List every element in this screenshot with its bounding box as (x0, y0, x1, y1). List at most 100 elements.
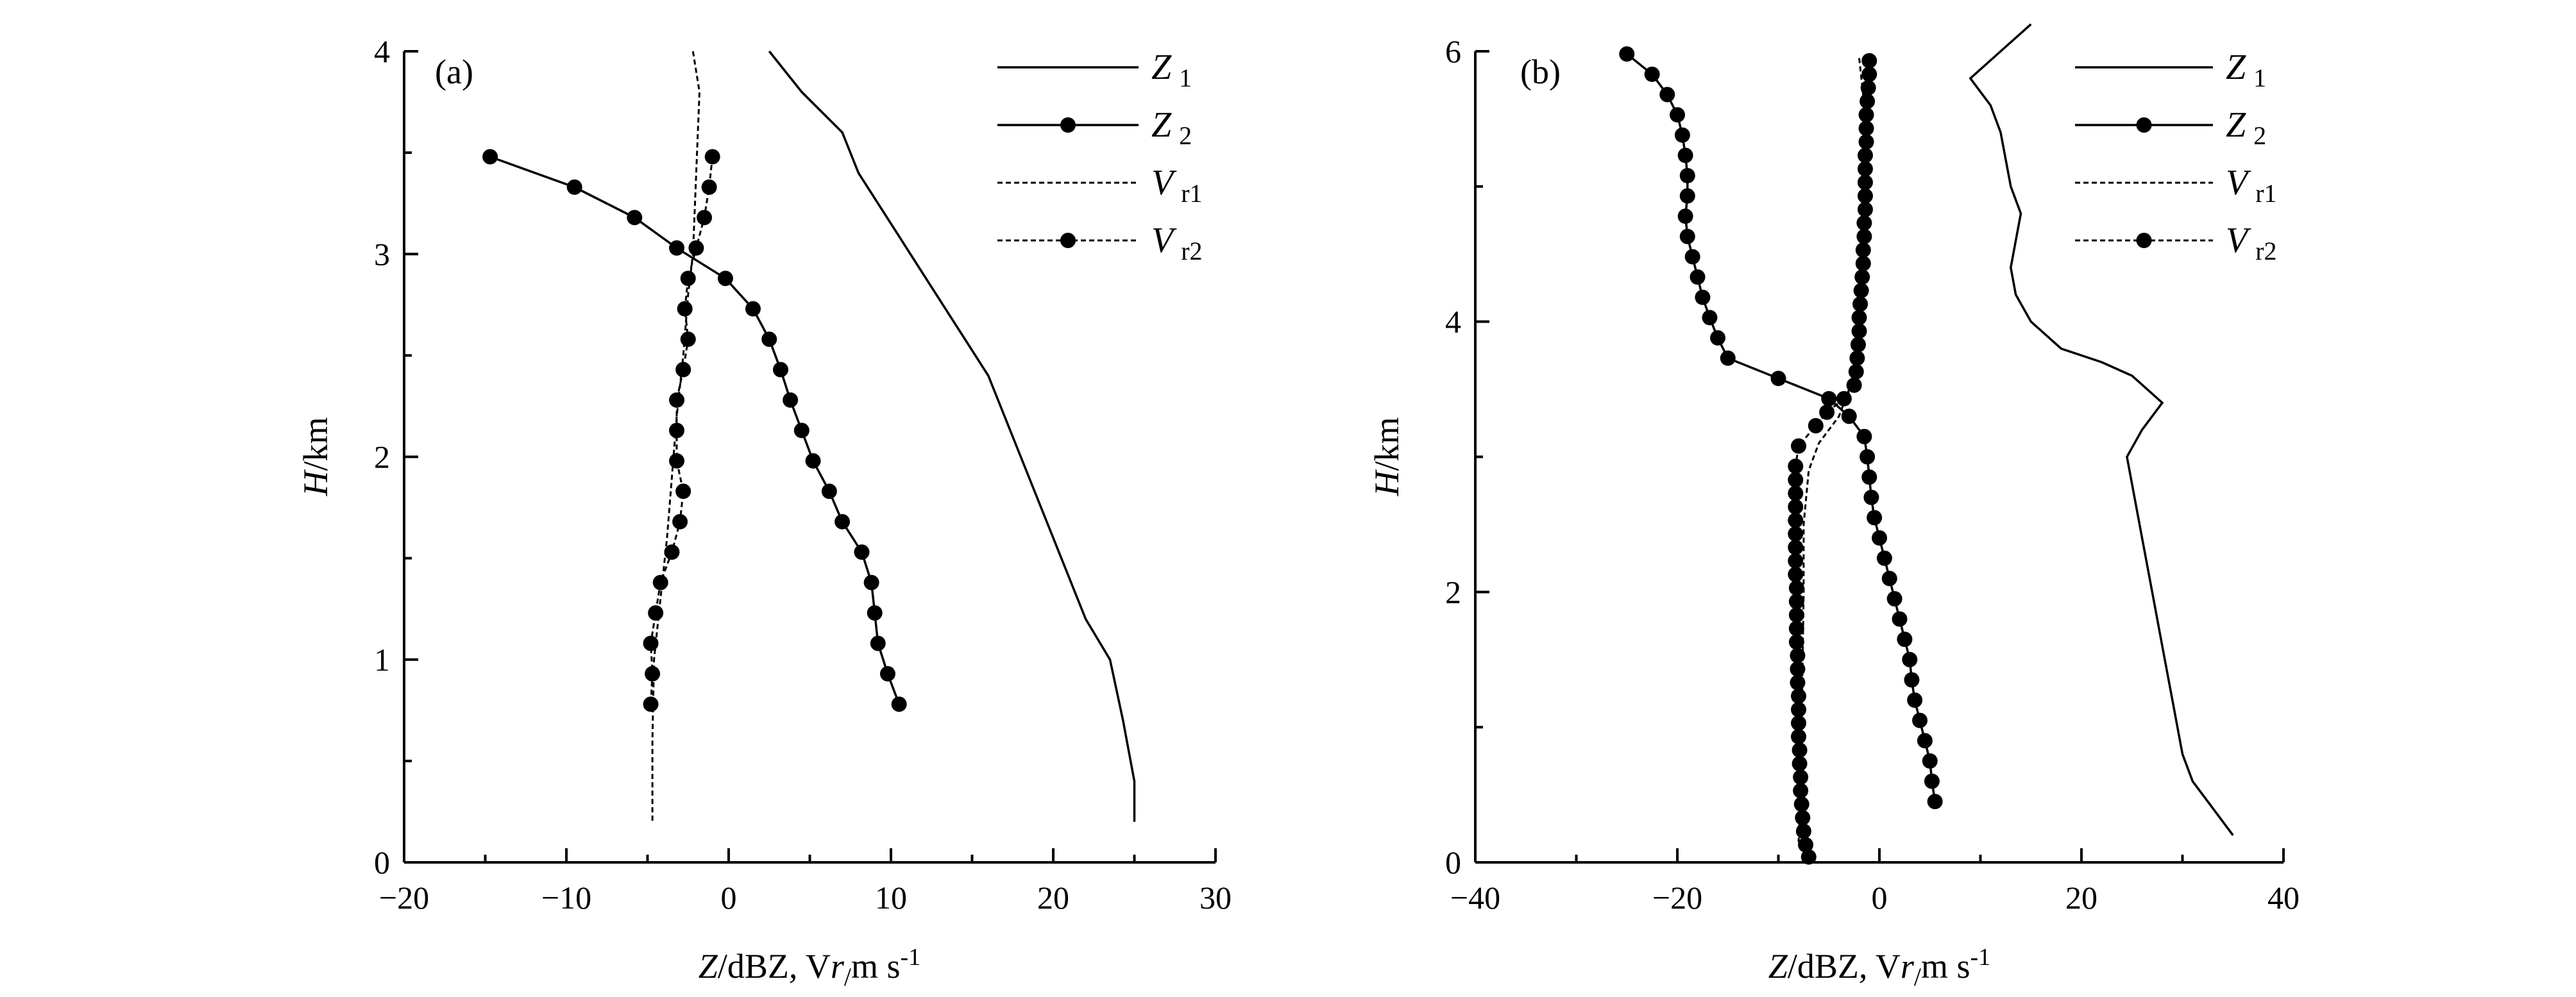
data-point (1857, 201, 1873, 217)
data-point (1857, 174, 1873, 190)
data-point (1679, 167, 1695, 183)
data-point (1790, 674, 1806, 691)
series-z2 (482, 149, 907, 712)
data-point (1857, 147, 1873, 163)
data-point (1881, 571, 1897, 587)
data-point (1856, 215, 1872, 231)
x-tick-label: 0 (1872, 880, 1888, 916)
data-point (1619, 46, 1635, 62)
data-point (1808, 418, 1824, 434)
data-point (879, 666, 895, 682)
data-point (1788, 472, 1804, 488)
data-point (688, 240, 704, 256)
data-point (1788, 594, 1804, 610)
data-point (1788, 580, 1804, 596)
data-point (805, 453, 821, 469)
series-z1 (768, 50, 1136, 822)
data-point (1770, 371, 1786, 387)
y-tick-label: 2 (1445, 574, 1461, 610)
data-point (1710, 330, 1725, 346)
data-point (1853, 283, 1869, 299)
data-point (761, 331, 777, 348)
data-point (627, 210, 643, 226)
data-point (1702, 310, 1718, 326)
data-point (772, 362, 788, 378)
data-point (1670, 107, 1685, 123)
data-point (1788, 458, 1804, 474)
y-tick-label: 3 (374, 236, 390, 272)
x-axis-label: Z/dBZ, Vr/m s-1 (699, 944, 920, 991)
data-point (1679, 188, 1695, 204)
y-axis-label: H/km (1368, 417, 1406, 496)
series-vr2 (1788, 53, 1877, 865)
data-point (1860, 94, 1876, 110)
legend-marker (2136, 233, 2152, 248)
y-tick-label: 4 (374, 33, 390, 69)
data-point (1788, 607, 1804, 623)
y-tick-label: 1 (374, 642, 390, 678)
series-z1 (1969, 23, 2234, 836)
data-point (1720, 350, 1736, 366)
x-tick-label: 0 (721, 880, 737, 916)
data-point (1788, 539, 1804, 555)
data-point (1848, 364, 1864, 380)
x-axis-label: Z/dBZ, Vr/m s-1 (1768, 944, 1990, 991)
data-point (1924, 773, 1940, 789)
data-point (1659, 87, 1675, 103)
x-tick-label: 30 (1199, 880, 1232, 916)
data-point (672, 514, 688, 530)
data-point (863, 574, 879, 591)
data-point (648, 605, 664, 621)
data-point (1852, 296, 1868, 312)
data-point (891, 696, 907, 712)
data-point (1858, 107, 1874, 123)
data-point (1791, 438, 1806, 454)
x-tick-label: 40 (2267, 880, 2300, 916)
data-point (1795, 810, 1811, 826)
data-point (669, 423, 685, 439)
data-point (1860, 449, 1876, 465)
data-point (1791, 728, 1806, 744)
data-point (1876, 550, 1892, 566)
data-point (669, 240, 685, 256)
data-point (669, 392, 685, 408)
data-point (1690, 269, 1706, 285)
data-point (1792, 742, 1808, 758)
data-point (1907, 692, 1923, 708)
data-point (1856, 428, 1872, 444)
data-point (1674, 127, 1690, 143)
data-point (1792, 756, 1808, 772)
data-point (870, 635, 886, 651)
x-tick-label: −20 (379, 880, 429, 916)
panel-label: (a) (435, 53, 473, 91)
data-point (677, 301, 693, 317)
data-point (1902, 651, 1918, 667)
data-point (1788, 485, 1804, 501)
legend-marker (1060, 117, 1076, 133)
y-tick-label: 0 (1445, 844, 1461, 880)
data-point (1897, 632, 1913, 648)
x-tick-label: 20 (2065, 880, 2097, 916)
series-line-z2 (1626, 53, 1936, 802)
data-point (669, 453, 685, 469)
data-point (652, 574, 668, 591)
data-point (1793, 796, 1809, 812)
y-tick-label: 0 (374, 844, 390, 880)
x-tick-label: −10 (541, 880, 591, 916)
data-point (664, 544, 680, 560)
data-point (1791, 688, 1806, 704)
data-point (1904, 672, 1920, 688)
data-point (680, 331, 696, 348)
data-point (1801, 849, 1817, 865)
